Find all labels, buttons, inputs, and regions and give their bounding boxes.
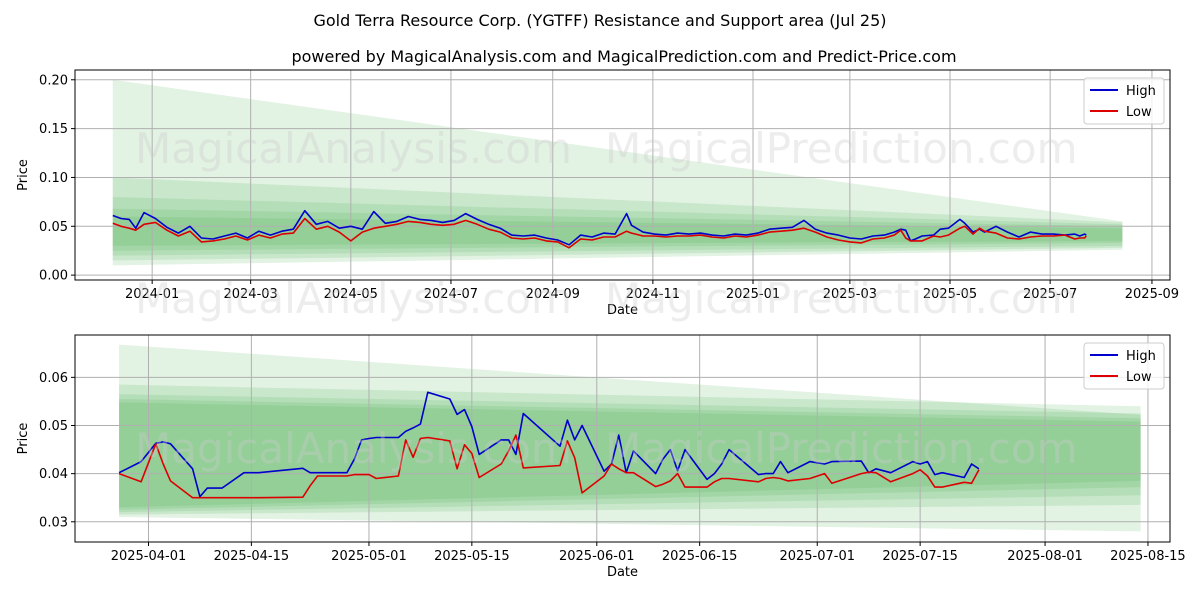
series-line-low [112, 217, 1087, 249]
y-tick-label: 0.05 [39, 220, 68, 235]
x-tick-label: 2025-01 [726, 287, 780, 302]
y-tick-label: 0.20 [39, 73, 68, 88]
band-1 [119, 384, 1141, 515]
x-tick-label: 2024-11 [626, 287, 680, 302]
x-tick-label: 2025-04-15 [214, 549, 290, 564]
x-tick-label: 2025-05-15 [434, 549, 510, 564]
watermark-mid-left: MagicalAnalysis.com [135, 274, 572, 323]
y-tick-label: 0.06 [39, 371, 68, 386]
chart-title: Gold Terra Resource Corp. (YGTFF) Resist… [313, 11, 886, 30]
top-panel: 2024-01 2024-03 2024-05 2024-07 2024-09 2024-… [16, 69, 1179, 318]
series-line-low [118, 434, 980, 499]
x-tick-label: 2025-07-15 [882, 549, 958, 564]
band-0 [119, 344, 1141, 532]
x-tick-label: 2024-01 [125, 287, 179, 302]
x-tick-label: 2025-07-01 [779, 549, 855, 564]
x-tick-label: 2025-08-01 [1007, 549, 1083, 564]
bottom-panel: 2025-04-01 2025-04-15 2025-05-01 2025-05-15… [16, 334, 1186, 580]
y-axis-label: Price [16, 423, 31, 455]
x-axis-label: Date [607, 303, 638, 318]
legend-label-low: Low [1126, 370, 1152, 385]
watermark-bottom-left: MagicalAnalysis.com [135, 424, 572, 473]
band-2 [119, 394, 1141, 513]
x-axis-label: Date [607, 565, 638, 580]
x-tick-label: 2024-09 [526, 287, 580, 302]
y-tick-label: 0.10 [39, 171, 68, 186]
chart-subtitle: powered by MagicalAnalysis.com and Magic… [291, 47, 956, 66]
legend-label-high: High [1126, 84, 1156, 99]
watermark-top-right: MagicalPrediction.com [605, 124, 1078, 173]
band-3 [119, 399, 1141, 510]
plot-frame [74, 334, 1171, 543]
y-tick-label: 0.05 [39, 419, 68, 434]
series-group [112, 209, 1087, 249]
watermark-layer: MagicalAnalysis.com MagicalPrediction.co… [135, 124, 1078, 473]
x-tick-label: 2025-03 [823, 287, 877, 302]
band-group [119, 344, 1141, 532]
x-tick-label: 2025-08-15 [1110, 549, 1186, 564]
band-4 [119, 402, 1141, 508]
legend-label-low: Low [1126, 105, 1152, 120]
series-line-high [118, 391, 980, 498]
x-tick-label: 2024-03 [223, 287, 277, 302]
series-group [118, 391, 980, 499]
legend-label-high: High [1126, 349, 1156, 364]
x-tick-label: 2025-09 [1125, 287, 1179, 302]
band-0 [112, 79, 1123, 266]
x-tick-label: 2024-05 [324, 287, 378, 302]
y-tick-label: 0.04 [39, 467, 68, 482]
y-axis-label: Price [16, 159, 31, 191]
y-tick-label: 0.00 [39, 269, 68, 284]
x-tick-label: 2025-06-01 [559, 549, 635, 564]
x-tick-label: 2025-05-01 [331, 549, 407, 564]
x-tick-label: 2024-07 [424, 287, 478, 302]
series-line-high [112, 209, 1087, 246]
watermark-mid-right: MagicalPrediction.com [605, 274, 1078, 323]
watermark-top-left: MagicalAnalysis.com [135, 124, 572, 173]
y-tick-label: 0.03 [39, 515, 68, 530]
x-tick-label: 2025-04-01 [111, 549, 187, 564]
y-tick-label: 0.15 [39, 122, 68, 137]
x-tick-label: 2025-06-15 [662, 549, 738, 564]
x-tick-label: 2025-07 [1023, 287, 1077, 302]
x-tick-label: 2025-05 [923, 287, 977, 302]
plot-frame [74, 69, 1171, 281]
watermark-bottom-right: MagicalPrediction.com [605, 424, 1078, 473]
